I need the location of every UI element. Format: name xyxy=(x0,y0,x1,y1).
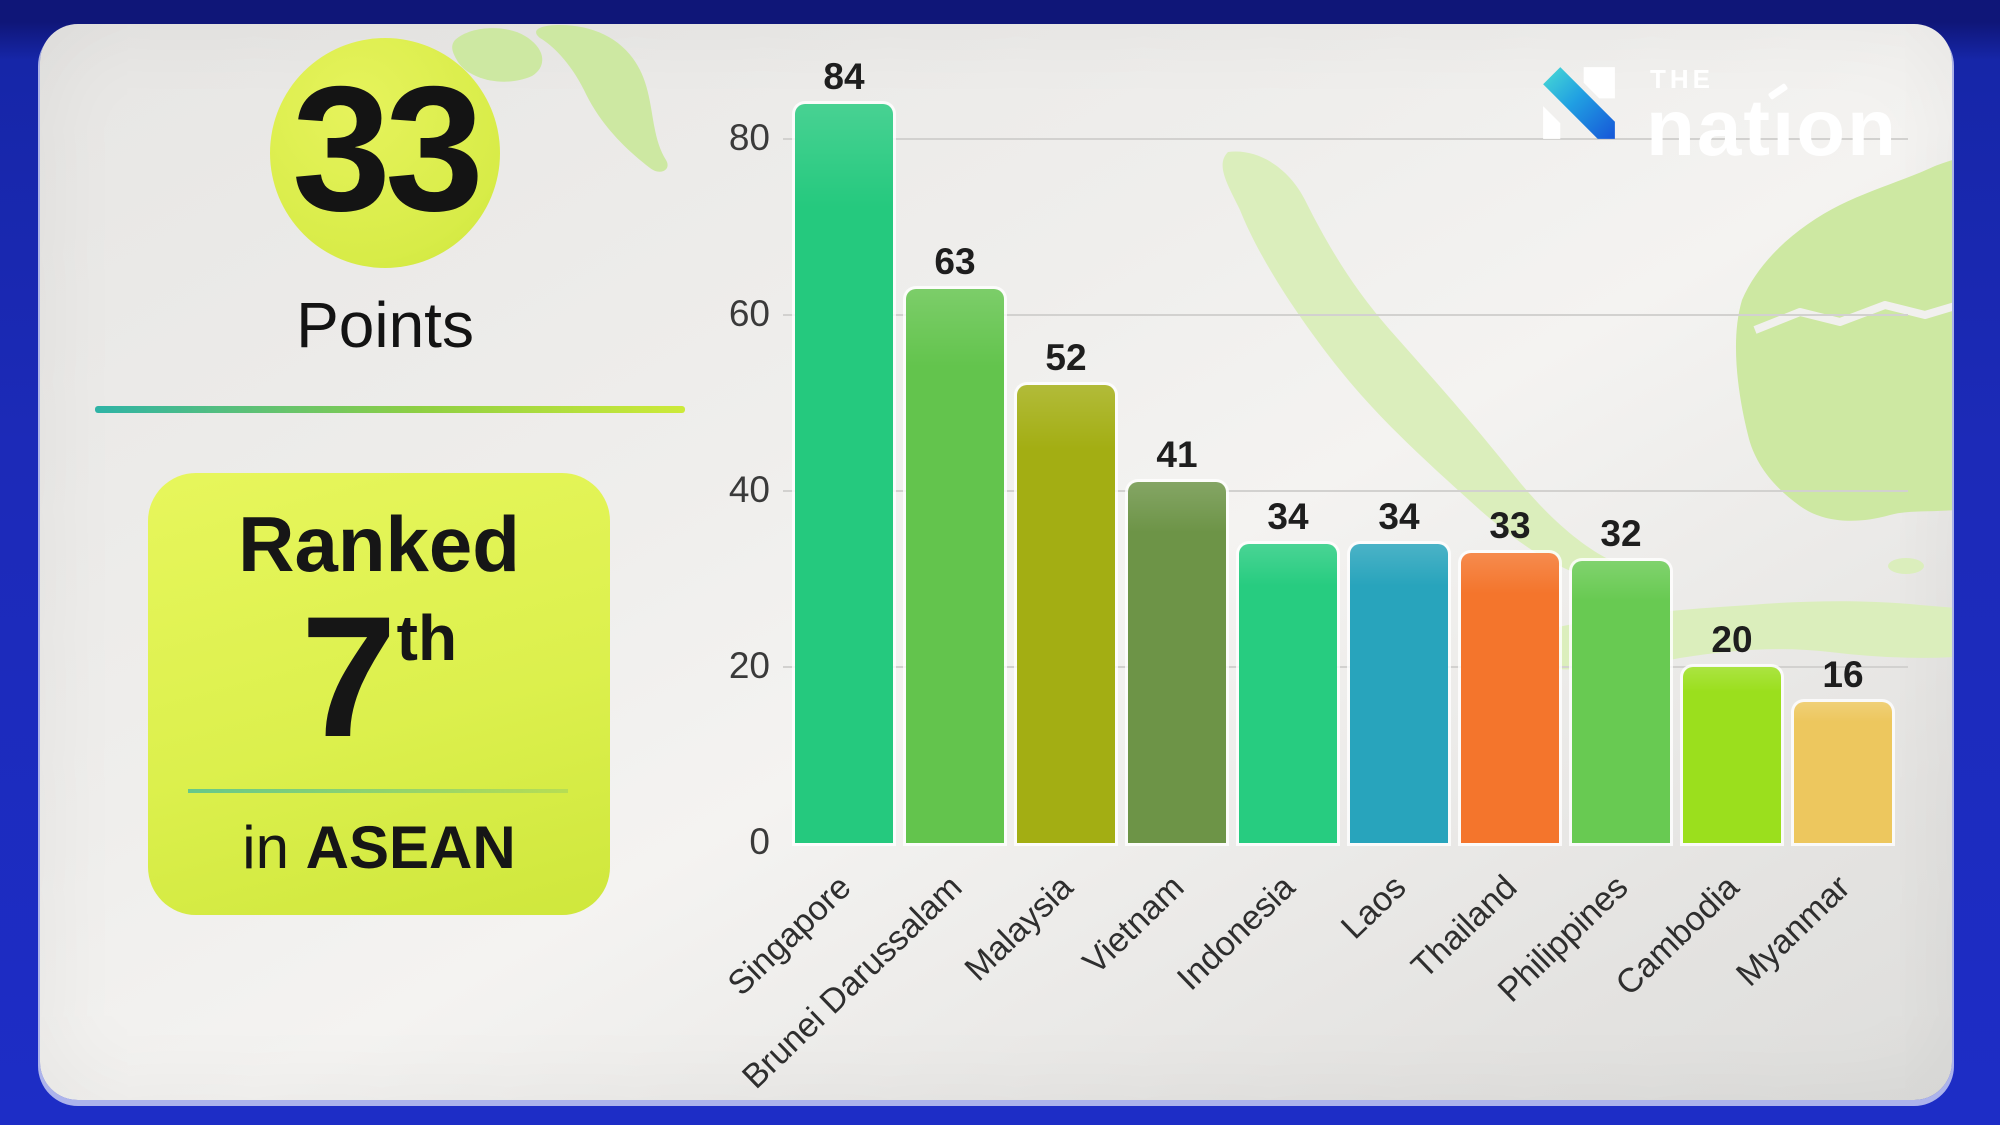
slide-card: 0 20 40 60 80 84 Singapore 63 Brunei Darussalam 5… xyxy=(40,24,1952,1100)
bar-value-label-vietnam: 41 xyxy=(1156,434,1198,476)
bar-value-label-thailand: 33 xyxy=(1489,504,1531,546)
bar-chart: 0 20 40 60 80 84 Singapore 63 Brunei Darussalam 5… xyxy=(40,24,1952,1100)
y-tick-label: 60 xyxy=(728,293,770,334)
score-value: 33 xyxy=(292,49,484,248)
gridline-60 xyxy=(783,314,1908,316)
nation-logo: THE natıon xyxy=(1538,64,1898,168)
bar-value-label-cambodia: 20 xyxy=(1711,619,1753,660)
logo-the-text: THE xyxy=(1650,64,1714,94)
rank-ordinal-suffix: th xyxy=(396,602,458,674)
y-tick-label: 0 xyxy=(749,821,770,862)
gradient-divider xyxy=(95,406,685,413)
bar-value-label-myanmar: 16 xyxy=(1822,654,1864,696)
rank-scope: in ASEAN xyxy=(148,813,610,882)
logo-nation-text: natıon xyxy=(1646,83,1898,172)
map-island-blob xyxy=(452,28,543,82)
rank-value-row: 7 th xyxy=(148,591,610,763)
bar-value-label-brunei-darussalam: 63 xyxy=(934,240,976,282)
map-sumatra xyxy=(1222,151,1623,582)
map-small-island xyxy=(1888,558,1924,574)
bar-laos xyxy=(1350,543,1448,843)
rank-scope-name: ASEAN xyxy=(305,814,516,881)
bar-philippines xyxy=(1572,561,1670,843)
y-tick-label: 20 xyxy=(728,645,770,686)
score-circle: 33 xyxy=(270,38,500,268)
gridline-20 xyxy=(783,666,1908,668)
y-tick-label: 80 xyxy=(728,117,770,158)
map-borneo xyxy=(1736,160,1952,521)
bar-vietnam xyxy=(1128,482,1226,843)
nation-logo-wordmark: THE natıon xyxy=(1646,64,1898,168)
bar-value-label-laos: 34 xyxy=(1378,495,1420,537)
bar-value-label-singapore: 84 xyxy=(823,55,865,97)
badge-divider xyxy=(188,789,568,793)
gridline-80 xyxy=(783,138,1908,140)
rank-number: 7 xyxy=(300,581,397,773)
gridline-40 xyxy=(783,490,1908,492)
map-malay-peninsula xyxy=(536,25,668,172)
bar-malaysia xyxy=(1017,385,1115,843)
bar-myanmar xyxy=(1794,702,1892,843)
rank-badge: Ranked 7 th in ASEAN xyxy=(148,473,610,915)
bar-value-label-malaysia: 52 xyxy=(1045,337,1087,379)
score-panel: 33 Points Ranked 7 th in ASEAN xyxy=(40,24,1952,1100)
bar-value-label-philippines: 32 xyxy=(1600,513,1642,555)
bar-singapore xyxy=(795,103,893,843)
bar-value-label-indonesia: 34 xyxy=(1267,495,1309,537)
score-label: Points xyxy=(296,289,474,361)
rank-scope-prefix: in xyxy=(242,814,289,881)
nation-logo-icon xyxy=(1543,67,1615,139)
bar-thailand xyxy=(1461,552,1559,843)
bar-cambodia xyxy=(1683,667,1781,843)
bar-brunei-darussalam xyxy=(906,288,1004,843)
y-tick-label: 40 xyxy=(728,469,770,510)
bar-indonesia xyxy=(1239,543,1337,843)
rank-badge-title: Ranked xyxy=(238,500,520,588)
